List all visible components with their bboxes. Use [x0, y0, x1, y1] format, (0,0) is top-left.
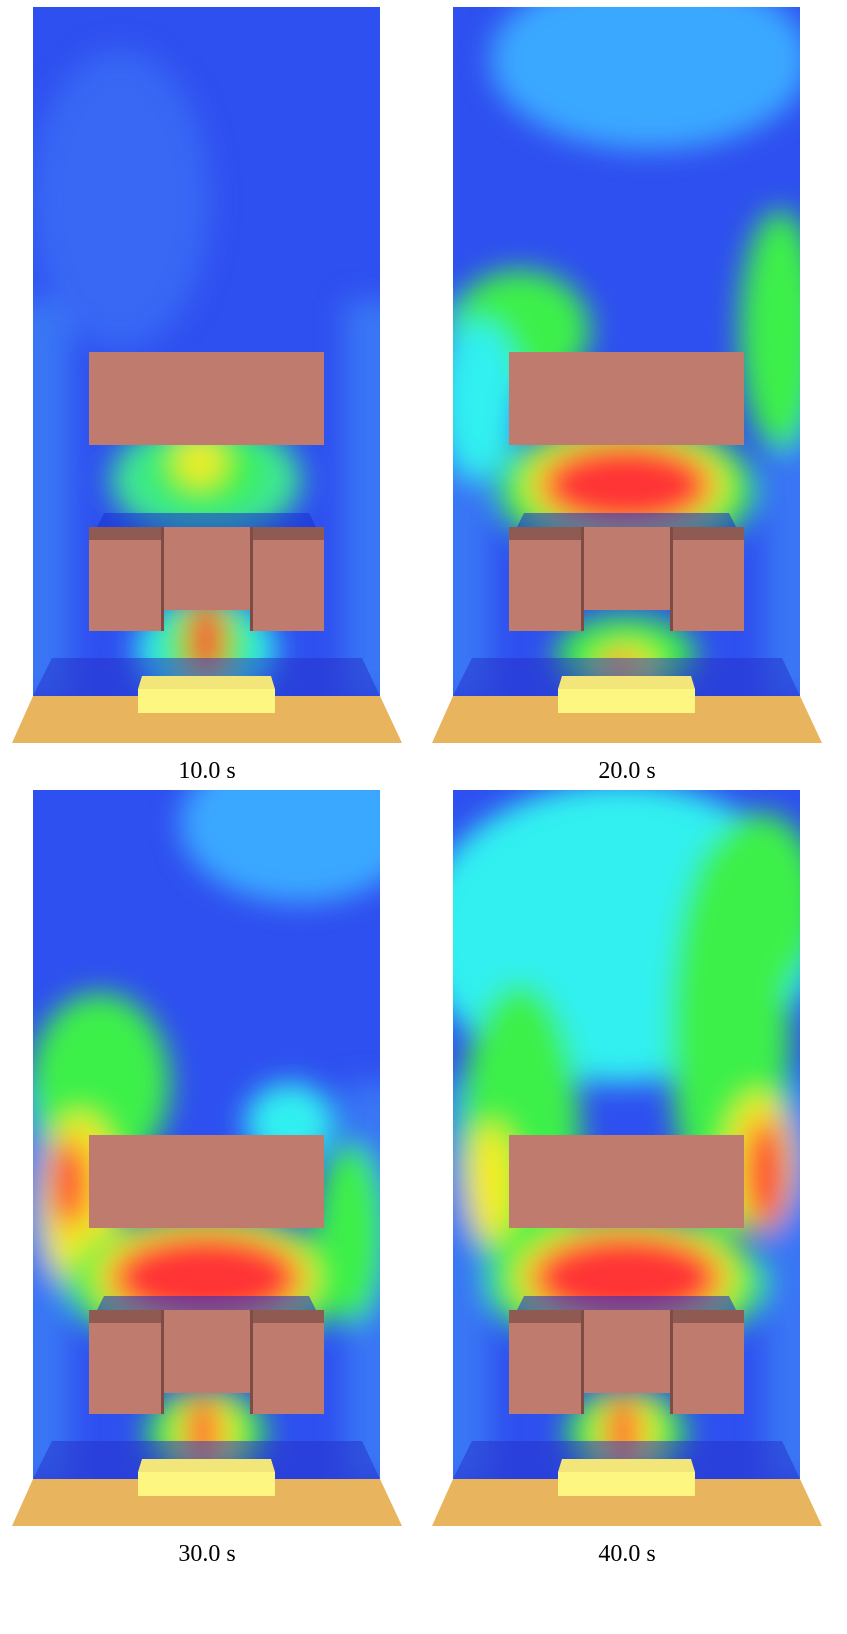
burner	[558, 689, 695, 713]
slab-top	[517, 513, 736, 527]
block-edge	[250, 527, 253, 631]
burner	[138, 689, 275, 713]
block-edge	[161, 1310, 164, 1414]
side-block	[673, 1323, 744, 1414]
upper-block	[89, 352, 324, 445]
caption: 40.0 s	[598, 1541, 655, 1567]
upper-block	[509, 352, 744, 445]
edge-glow	[33, 300, 70, 696]
heat-blob	[541, 443, 711, 527]
heat-blob	[740, 210, 800, 450]
side-block	[253, 1323, 324, 1414]
side-block-top	[89, 1310, 161, 1323]
upper-block	[509, 1135, 744, 1228]
heat-blob	[490, 7, 800, 150]
side-block-top	[509, 527, 581, 540]
panel: 20.0 s	[432, 7, 822, 784]
burner-top	[558, 1459, 695, 1472]
caption: 20.0 s	[598, 758, 655, 784]
floor	[432, 1479, 822, 1526]
side-block-top	[509, 1310, 581, 1323]
side-block-top	[253, 1310, 324, 1323]
panel: 10.0 s	[12, 7, 402, 784]
block-edge	[581, 527, 584, 631]
block-edge	[581, 1310, 584, 1414]
side-block-top	[89, 527, 161, 540]
slab-top	[97, 513, 316, 527]
side-block	[89, 1323, 161, 1414]
slab-top	[517, 1296, 736, 1310]
heat-blob	[180, 790, 380, 903]
heat-blob	[453, 320, 520, 480]
heat-blobs	[453, 790, 800, 1479]
side-block-top	[673, 1310, 744, 1323]
heat-blobs	[33, 50, 380, 696]
upper-block	[89, 1135, 324, 1228]
burner-top	[558, 676, 695, 689]
heat-blob	[465, 1123, 515, 1243]
floor	[12, 1479, 402, 1526]
caption: 30.0 s	[178, 1541, 235, 1567]
block-edge	[161, 527, 164, 631]
center-block	[583, 1310, 671, 1393]
block-edge	[250, 1310, 253, 1414]
block-edge	[670, 527, 673, 631]
burner-top	[138, 1459, 275, 1472]
center-block	[583, 527, 671, 610]
side-block	[253, 540, 324, 631]
side-block	[509, 1323, 581, 1414]
side-block-top	[253, 527, 324, 540]
heat-blob	[52, 1138, 88, 1228]
panel: 40.0 s	[432, 790, 822, 1567]
side-block-top	[673, 527, 744, 540]
slab-top	[97, 1296, 316, 1310]
heat-blob	[33, 50, 210, 350]
heat-blob	[700, 813, 800, 993]
edge-glow	[345, 300, 380, 696]
burner	[558, 1472, 695, 1496]
burner-top	[138, 676, 275, 689]
center-block	[163, 527, 251, 610]
heat-blob	[175, 438, 225, 486]
panel: 30.0 s	[12, 790, 402, 1567]
side-block	[673, 540, 744, 631]
burner	[138, 1472, 275, 1496]
floor	[432, 696, 822, 743]
floor	[12, 696, 402, 743]
block-edge	[670, 1310, 673, 1414]
heat-blob	[745, 1118, 785, 1228]
side-block	[89, 540, 161, 631]
side-block	[509, 540, 581, 631]
center-block	[163, 1310, 251, 1393]
caption: 10.0 s	[178, 758, 235, 784]
